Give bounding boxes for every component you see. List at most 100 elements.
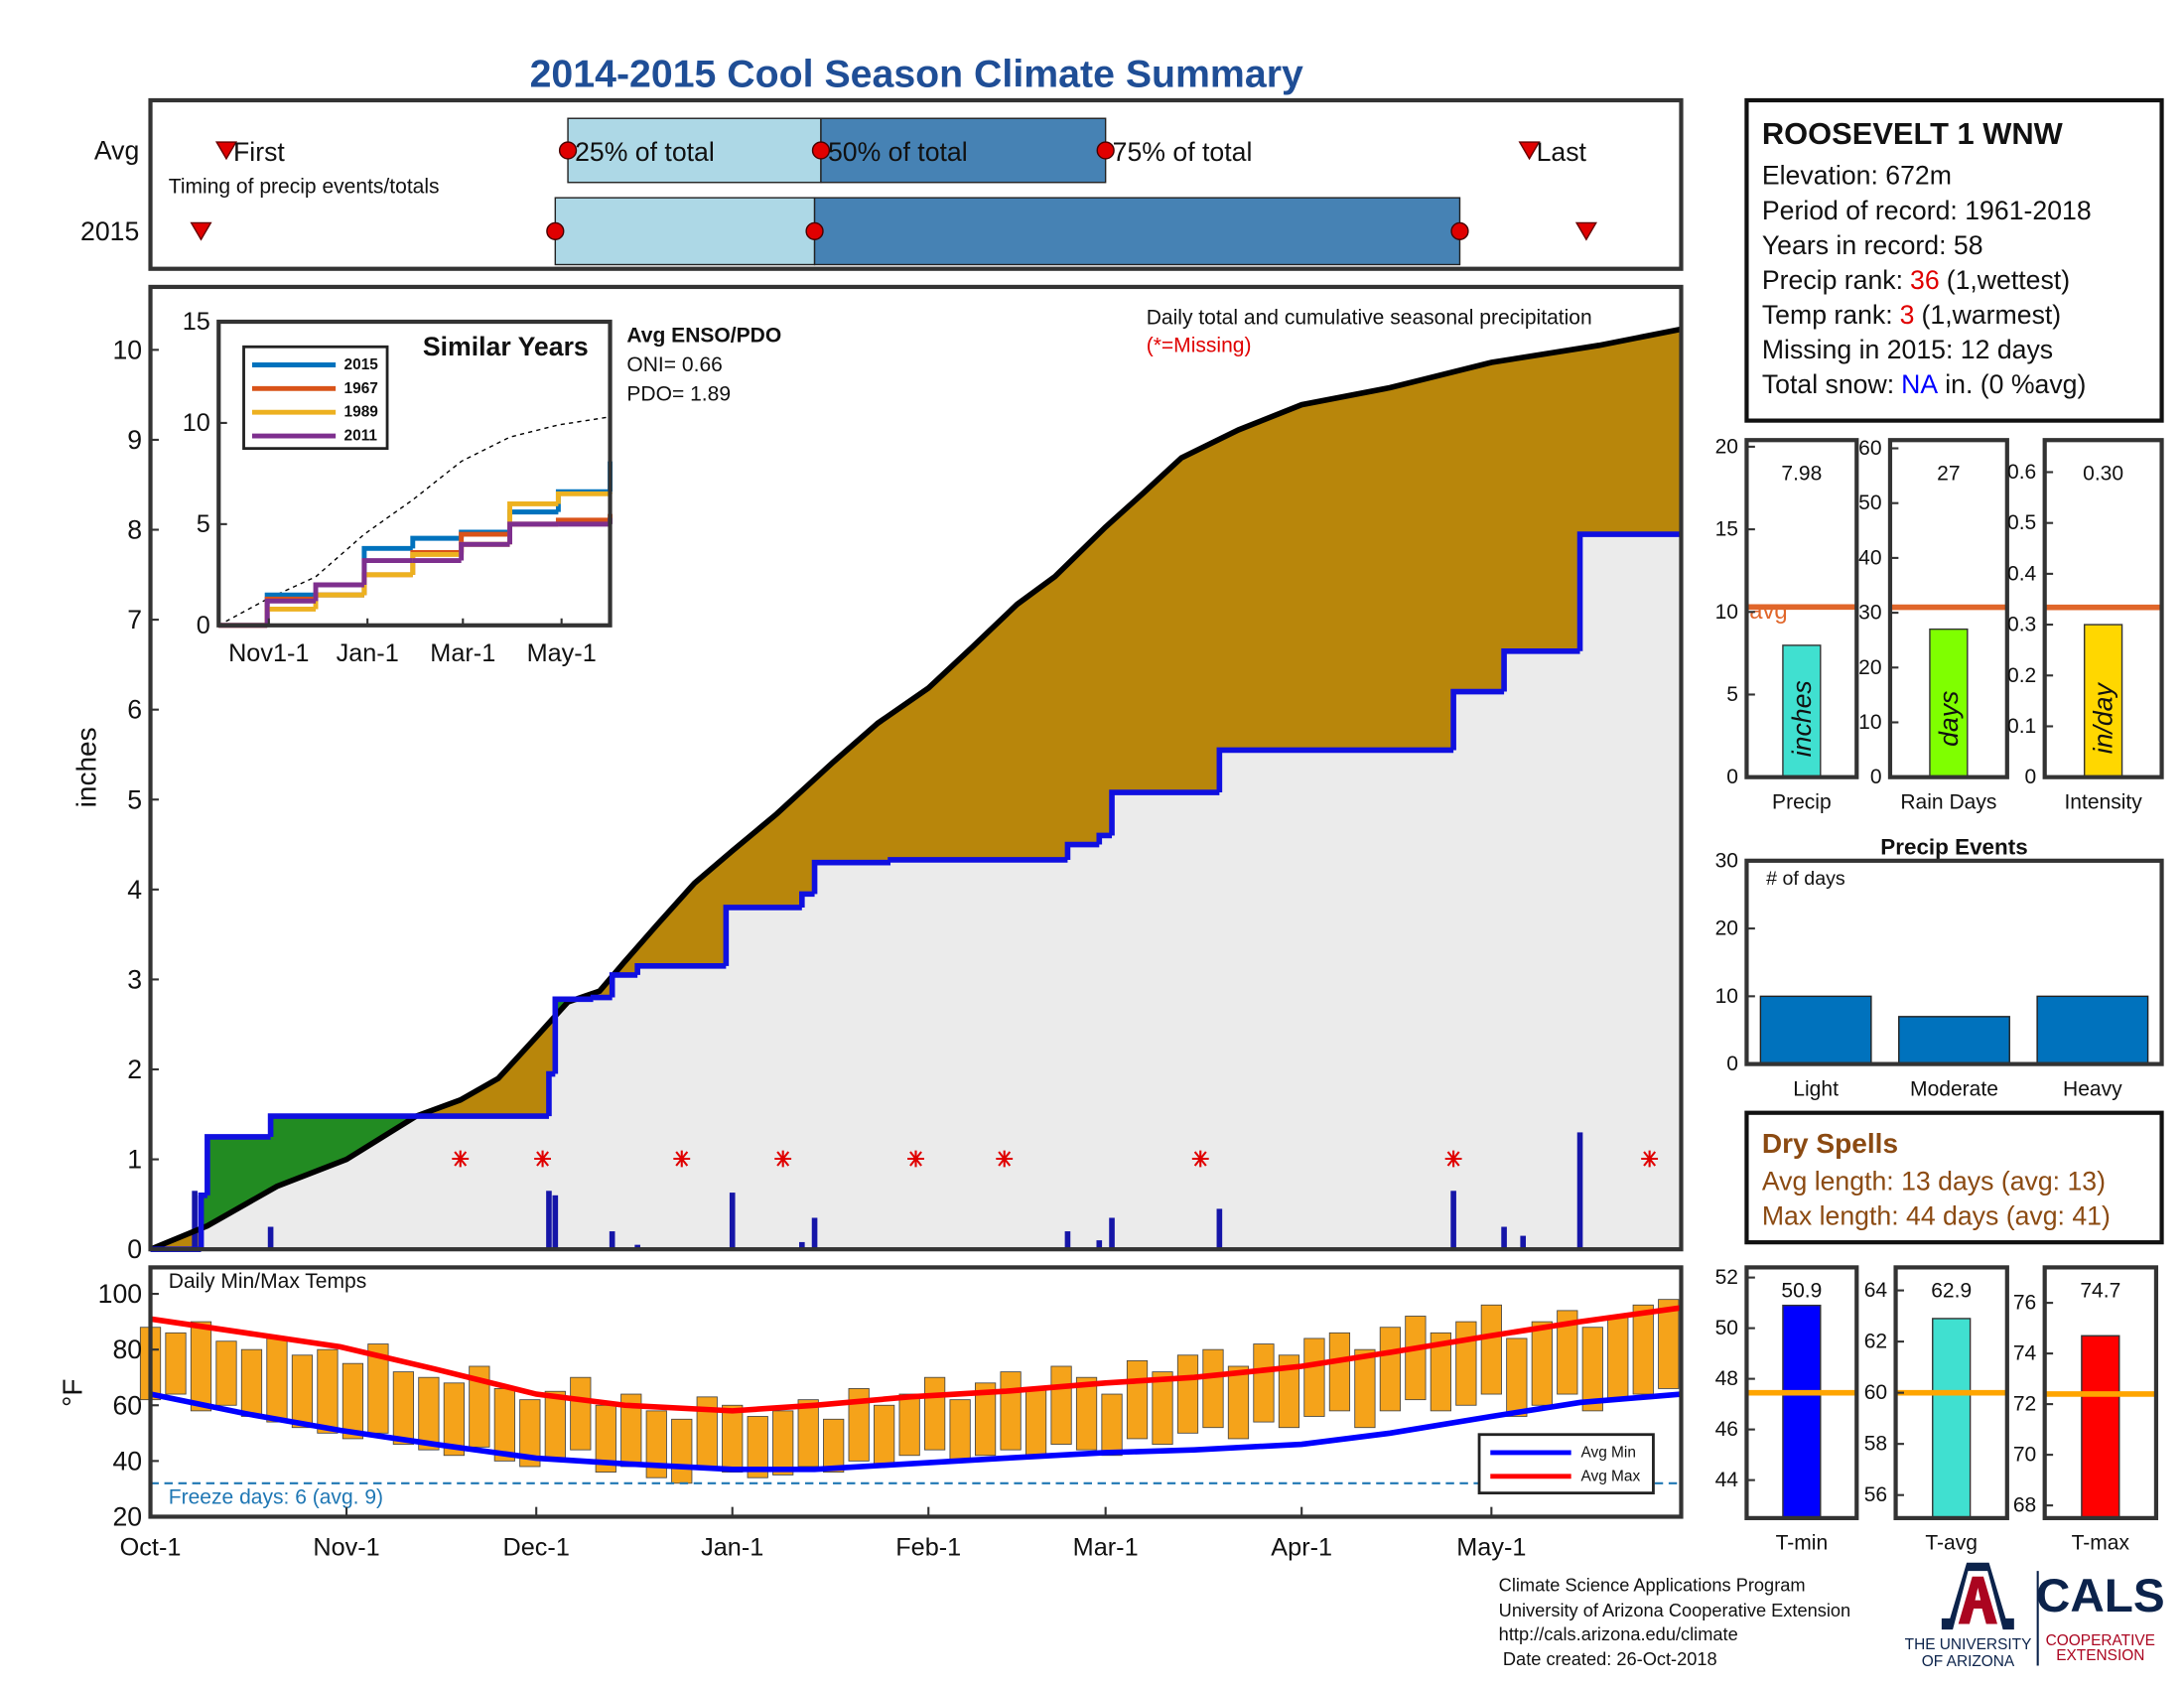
- y-tick-label: 0.6: [2007, 461, 2036, 484]
- timing-triangle: [1518, 141, 1541, 161]
- label: Total snow:: [1762, 369, 1894, 399]
- temp-range-bar: [1379, 1327, 1402, 1412]
- step-line: [555, 491, 611, 504]
- daily-bar: [1501, 1226, 1507, 1250]
- enso-title: Avg ENSO/PDO: [626, 325, 781, 348]
- step-line: [811, 859, 891, 895]
- bar: [1782, 644, 1822, 778]
- annotation: Timing of precip events/totals: [169, 175, 440, 198]
- temp-range-bar: [1658, 1299, 1680, 1389]
- x-tick-label: Mar-1: [430, 639, 495, 667]
- value-label: 50.9: [1781, 1280, 1822, 1303]
- daily-bar: [799, 1241, 805, 1250]
- y-tick-label: 40: [112, 1446, 142, 1476]
- temp-range-bar: [266, 1337, 288, 1423]
- y-tick-label: 46: [1715, 1418, 1738, 1441]
- temp-range-bar: [1354, 1348, 1376, 1429]
- y-axis-label: °F: [57, 1378, 87, 1406]
- value-label: 74.7: [2080, 1280, 2120, 1303]
- y-tick-label: 20: [1715, 435, 1738, 458]
- step-line: [410, 535, 462, 549]
- y-tick-label: 5: [1726, 683, 1738, 706]
- timing-dot: [1096, 141, 1115, 160]
- temp-range-bar: [1405, 1316, 1427, 1401]
- temp-range-bar: [823, 1418, 845, 1474]
- temp-range-bar: [1202, 1348, 1224, 1429]
- x-tick-label: Jan-1: [337, 639, 399, 667]
- temp-range-bar: [848, 1388, 870, 1462]
- x-tick-label: Jan-1: [701, 1533, 763, 1561]
- point-label: Last: [1537, 137, 1587, 167]
- y-tick-label: 40: [1858, 546, 1881, 569]
- x-tick-label: Light: [1793, 1077, 1839, 1100]
- x-tick-label: T-min: [1776, 1532, 1829, 1555]
- snow: Total snow: NA in. (0 %avg): [1762, 369, 2087, 399]
- plot-frame: [1893, 1265, 2009, 1520]
- daily-bar: [1576, 1132, 1583, 1250]
- station-line: Missing in 2015: 12 days: [1762, 335, 2053, 364]
- footer-line: Date created: 26-Oct-2018: [1503, 1648, 1717, 1669]
- bar: [2081, 1335, 2120, 1519]
- y-tick-label: 5: [197, 510, 210, 538]
- missing-marker: [452, 1150, 470, 1168]
- temp-range-bar: [392, 1371, 415, 1445]
- missing-marker: [673, 1150, 691, 1168]
- temp-range-bar: [469, 1365, 490, 1448]
- daily-bar: [1520, 1235, 1527, 1250]
- value-label: 62.9: [1931, 1280, 1972, 1303]
- temp-range-bar: [570, 1376, 592, 1451]
- y-tick-label: 76: [2013, 1292, 2036, 1315]
- plot-frame: [148, 284, 1684, 1252]
- bar: [2036, 995, 2149, 1065]
- y-tick-label: 10: [112, 335, 142, 364]
- x-tick-label: Intensity: [2064, 790, 2142, 813]
- temp-range-bar: [341, 1362, 364, 1440]
- y-tick-label: 6: [127, 695, 142, 725]
- legend-label: 1989: [344, 404, 378, 421]
- plot-frame: [1744, 858, 2164, 1066]
- temp-range-bar: [797, 1399, 819, 1468]
- daily-bar: [1096, 1240, 1103, 1250]
- step-line: [361, 558, 413, 586]
- note: in. (0 %avg): [1945, 369, 2086, 399]
- missing-marker: [1641, 1150, 1659, 1168]
- daily-bar: [729, 1193, 736, 1250]
- bar: [1759, 995, 1872, 1065]
- plot-frame: [148, 1265, 1684, 1519]
- daily-bar: [267, 1226, 274, 1250]
- point-label: 50% of total: [828, 137, 968, 167]
- y-tick-label: 8: [127, 515, 142, 545]
- y-tick-label: 0: [197, 612, 210, 639]
- temp-rank: Temp rank: 3 (1,warmest): [1762, 300, 2061, 330]
- label: Temp rank:: [1762, 300, 1893, 330]
- missing-marker: [534, 1150, 551, 1168]
- plot-frame: [216, 319, 613, 628]
- y-tick-label: 20: [1715, 917, 1738, 940]
- timing-box-second: [813, 197, 1461, 266]
- step-line: [590, 994, 613, 1001]
- daily-bar: [811, 1217, 818, 1250]
- x-tick-label: Nov-1: [313, 1533, 379, 1561]
- step-line: [1216, 747, 1454, 793]
- daily-bar: [1216, 1208, 1223, 1250]
- avg-temp-line: [149, 1391, 1682, 1473]
- footer-line: Climate Science Applications Program: [1499, 1575, 1806, 1596]
- x-tick-label: May-1: [527, 639, 597, 667]
- plot-frame: [1887, 438, 2009, 779]
- step-line: [552, 996, 594, 1074]
- unit-label: in/day: [2089, 682, 2118, 755]
- temp-range-bar: [1506, 1337, 1528, 1417]
- avg-cumulative-line: [149, 326, 1683, 1252]
- daily-bar: [552, 1195, 559, 1250]
- temp-range-bar: [240, 1348, 263, 1417]
- legend-label: 1967: [344, 380, 378, 397]
- x-tick-label: Mar-1: [1073, 1533, 1139, 1561]
- daily-bar: [609, 1231, 615, 1250]
- step-line: [723, 905, 802, 966]
- temp-range-bar: [747, 1416, 768, 1478]
- temp-range-bar: [291, 1354, 314, 1429]
- x-tick-label: Feb-1: [895, 1533, 961, 1561]
- chart-title: Precip Events: [1880, 834, 2027, 859]
- y-tick-label: 10: [183, 409, 210, 437]
- dry-spells-line: Max length: 44 days (avg: 41): [1762, 1201, 2111, 1231]
